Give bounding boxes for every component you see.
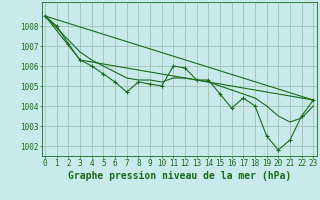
X-axis label: Graphe pression niveau de la mer (hPa): Graphe pression niveau de la mer (hPa) xyxy=(68,171,291,181)
